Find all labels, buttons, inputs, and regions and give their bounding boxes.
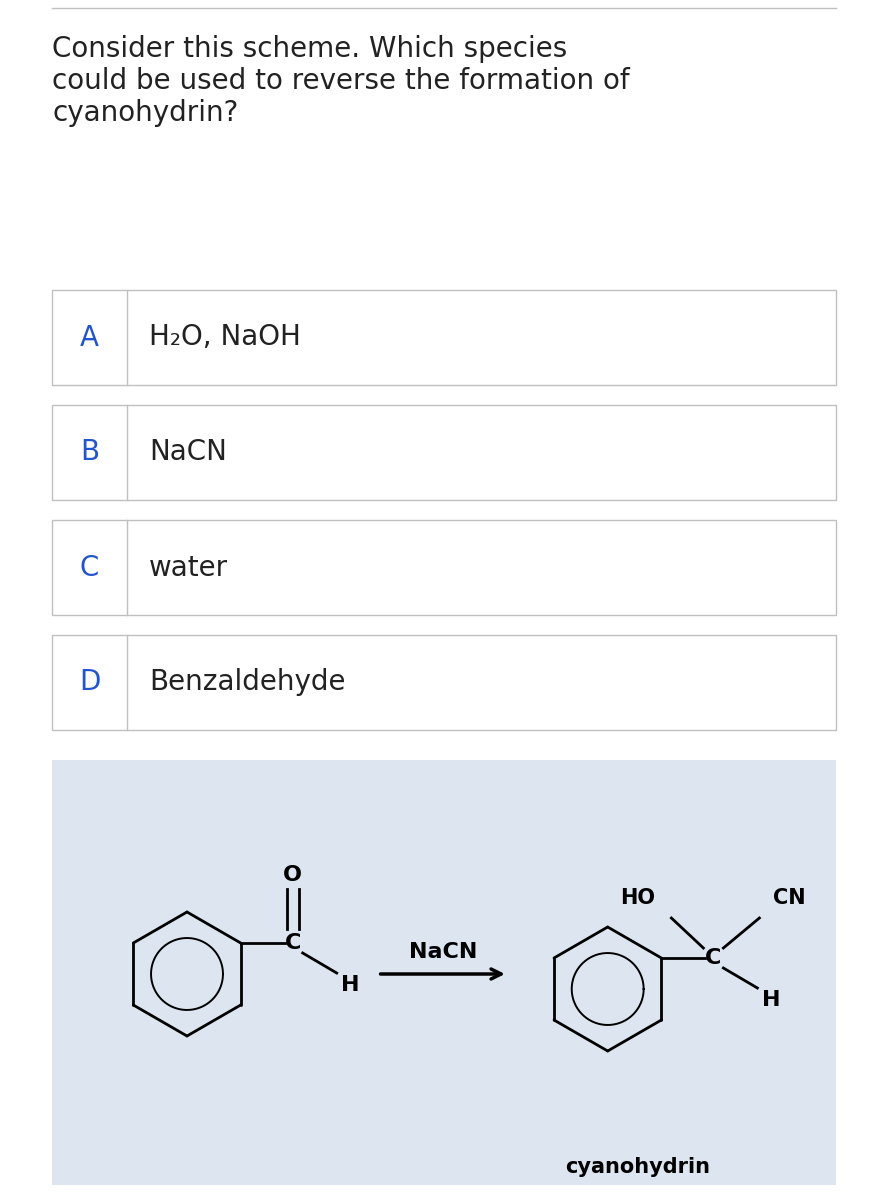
Text: CN: CN: [773, 888, 805, 908]
Text: Consider this scheme. Which species: Consider this scheme. Which species: [52, 35, 567, 62]
Text: C: C: [80, 553, 99, 582]
Text: C: C: [705, 948, 722, 968]
Text: water: water: [149, 553, 228, 582]
Text: C: C: [284, 934, 301, 953]
Text: HO: HO: [620, 888, 654, 908]
Text: O: O: [283, 865, 302, 886]
Text: H: H: [342, 974, 360, 995]
Bar: [52, 760, 836, 1186]
Text: A: A: [80, 324, 99, 352]
Text: cyanohydrin: cyanohydrin: [565, 1157, 710, 1177]
Text: NaCN: NaCN: [149, 438, 226, 467]
Text: could be used to reverse the formation of: could be used to reverse the formation o…: [52, 67, 630, 95]
Text: B: B: [80, 438, 99, 467]
Text: NaCN: NaCN: [408, 942, 477, 962]
Text: H₂O, NaOH: H₂O, NaOH: [149, 324, 301, 352]
Text: D: D: [79, 668, 100, 696]
Text: H: H: [762, 990, 781, 1010]
Text: Benzaldehyde: Benzaldehyde: [149, 668, 345, 696]
Text: cyanohydrin?: cyanohydrin?: [52, 98, 238, 127]
